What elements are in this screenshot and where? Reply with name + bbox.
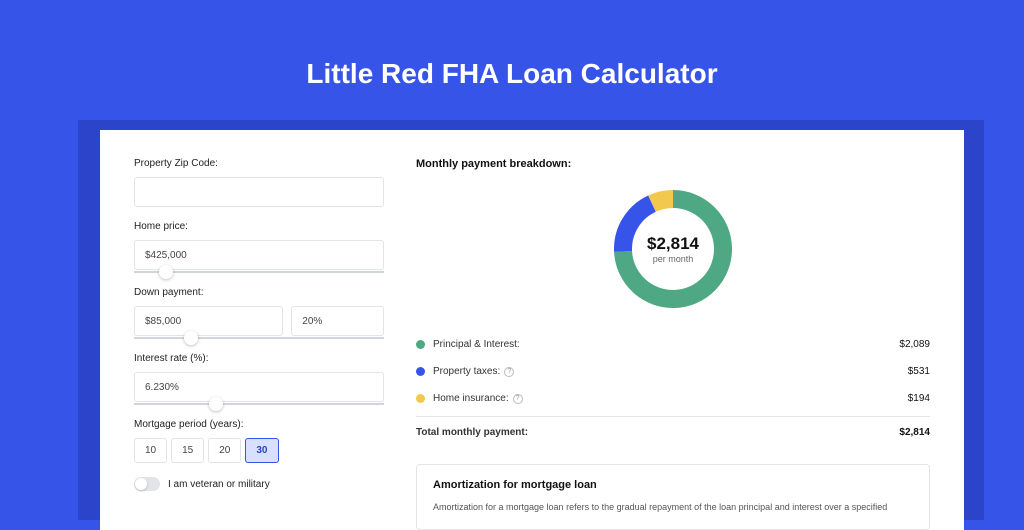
form-column: Property Zip Code: Home price: Down paym… [134,158,384,502]
breakdown-label-insurance: Home insurance: ? [433,393,908,404]
home-price-slider[interactable] [134,271,384,273]
breakdown-row-principal: Principal & Interest: $2,089 [416,331,930,358]
down-payment-pct-input[interactable] [291,306,384,336]
amortization-card: Amortization for mortgage loan Amortizat… [416,464,930,530]
down-payment-label: Down payment: [134,287,384,298]
veteran-toggle-row: I am veteran or military [134,477,384,491]
breakdown-row-taxes: Property taxes: ? $531 [416,358,930,385]
veteran-toggle-label: I am veteran or military [168,479,270,490]
breakdown-label-principal: Principal & Interest: [433,339,899,350]
breakdown-value-taxes: $531 [908,366,930,377]
period-tab-10[interactable]: 10 [134,438,167,463]
interest-rate-input[interactable] [134,372,384,402]
down-payment-slider[interactable] [134,337,384,339]
home-price-field-group: Home price: [134,221,384,273]
page-title: Little Red FHA Loan Calculator [0,0,1024,90]
interest-rate-field-group: Interest rate (%): [134,353,384,405]
donut-sub-label: per month [647,254,699,264]
down-payment-slider-thumb[interactable] [184,331,198,345]
breakdown-row-total: Total monthly payment: $2,814 [416,416,930,446]
home-price-label: Home price: [134,221,384,232]
info-icon[interactable]: ? [513,394,523,404]
zip-field-group: Property Zip Code: [134,158,384,207]
down-payment-field-group: Down payment: [134,287,384,339]
donut-chart-wrap: $2,814 per month [416,182,930,331]
zip-label: Property Zip Code: [134,158,384,169]
breakdown-value-total: $2,814 [899,427,930,438]
period-tab-30[interactable]: 30 [245,438,278,463]
home-price-slider-thumb[interactable] [159,265,173,279]
interest-rate-slider[interactable] [134,403,384,405]
breakdown-value-principal: $2,089 [899,339,930,350]
breakdown-label-total: Total monthly payment: [416,427,899,438]
dot-insurance [416,394,425,403]
mortgage-period-field-group: Mortgage period (years): 10 15 20 30 [134,419,384,463]
down-payment-input[interactable] [134,306,283,336]
calculator-card: Property Zip Code: Home price: Down paym… [100,130,964,530]
breakdown-column: Monthly payment breakdown: $2,814 per mo… [416,158,930,502]
donut-chart: $2,814 per month [614,190,732,308]
info-icon[interactable]: ? [504,367,514,377]
dot-taxes [416,367,425,376]
period-tab-20[interactable]: 20 [208,438,241,463]
breakdown-label-insurance-text: Home insurance: [433,393,509,404]
donut-center: $2,814 per month [647,234,699,264]
breakdown-label-taxes: Property taxes: ? [433,366,908,377]
donut-amount: $2,814 [647,234,699,254]
zip-input[interactable] [134,177,384,207]
home-price-input[interactable] [134,240,384,270]
breakdown-value-insurance: $194 [908,393,930,404]
breakdown-label-principal-text: Principal & Interest: [433,339,520,350]
dot-principal [416,340,425,349]
amortization-text: Amortization for a mortgage loan refers … [433,501,913,515]
period-tab-15[interactable]: 15 [171,438,204,463]
amortization-title: Amortization for mortgage loan [433,479,913,491]
mortgage-period-label: Mortgage period (years): [134,419,384,430]
mortgage-period-tabs: 10 15 20 30 [134,438,384,463]
breakdown-row-insurance: Home insurance: ? $194 [416,385,930,412]
interest-rate-label: Interest rate (%): [134,353,384,364]
breakdown-label-taxes-text: Property taxes: [433,366,500,377]
veteran-toggle-knob [135,478,147,490]
veteran-toggle[interactable] [134,477,160,491]
breakdown-title: Monthly payment breakdown: [416,158,930,170]
interest-rate-slider-thumb[interactable] [209,397,223,411]
